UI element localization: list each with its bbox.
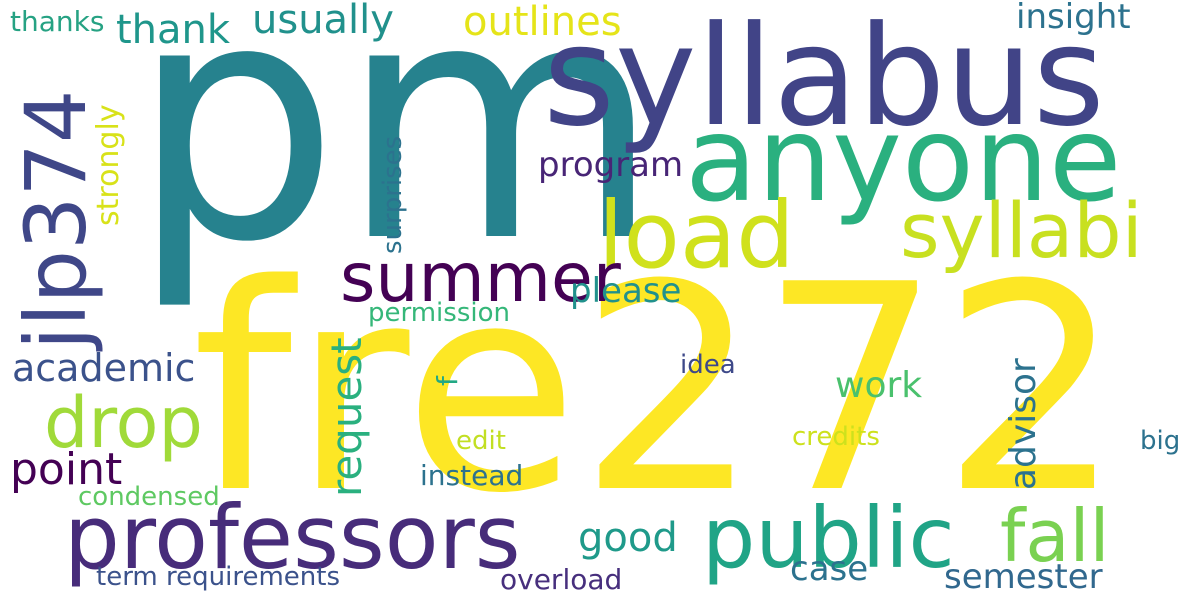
word-insight: insight [1016, 0, 1131, 37]
word-program: program [538, 145, 684, 185]
word-professors: professors [64, 486, 521, 589]
word-big: big [1140, 426, 1181, 456]
word-thank: thank [116, 7, 231, 53]
word-strongly: strongly [91, 104, 126, 226]
word-anyone: anyone [685, 90, 1122, 228]
word-f: f [431, 376, 464, 386]
word-please: please [570, 271, 682, 311]
word-semester: semester [944, 557, 1103, 597]
word-idea: idea [680, 350, 736, 380]
word-good: good [578, 515, 678, 561]
word-usually: usually [252, 0, 394, 43]
word-jlp374: jlp374 [7, 89, 105, 350]
word-drop: drop [44, 382, 203, 464]
word-credits: credits [792, 422, 880, 452]
word-outlines: outlines [463, 0, 622, 45]
word-thanks: thanks [10, 5, 105, 38]
word-case: case [790, 549, 869, 589]
word-load: load [598, 182, 795, 289]
word-syllabi: syllabi [900, 186, 1143, 275]
word-condensed: condensed [78, 482, 220, 512]
word-overload: overload [500, 563, 623, 596]
word-summer: summer [340, 239, 621, 318]
word-work: work [835, 365, 923, 406]
word-point: point [10, 444, 123, 495]
word-fall: fall [1000, 494, 1110, 578]
word-instead: instead [420, 459, 524, 492]
word-surprises: surprises [378, 135, 408, 254]
word-pm: pm [130, 0, 661, 314]
word-syllabus: syllabus [543, 0, 1105, 157]
word-edit: edit [456, 426, 506, 456]
word-academic: academic [12, 346, 196, 390]
word-public: public [702, 489, 955, 587]
word-fre272: fre272 [192, 224, 1123, 556]
word-term-requirements: term requirements [96, 562, 340, 592]
word-advisor: advisor [1003, 358, 1044, 490]
word-permission: permission [368, 298, 510, 328]
word-request: request [322, 337, 371, 497]
